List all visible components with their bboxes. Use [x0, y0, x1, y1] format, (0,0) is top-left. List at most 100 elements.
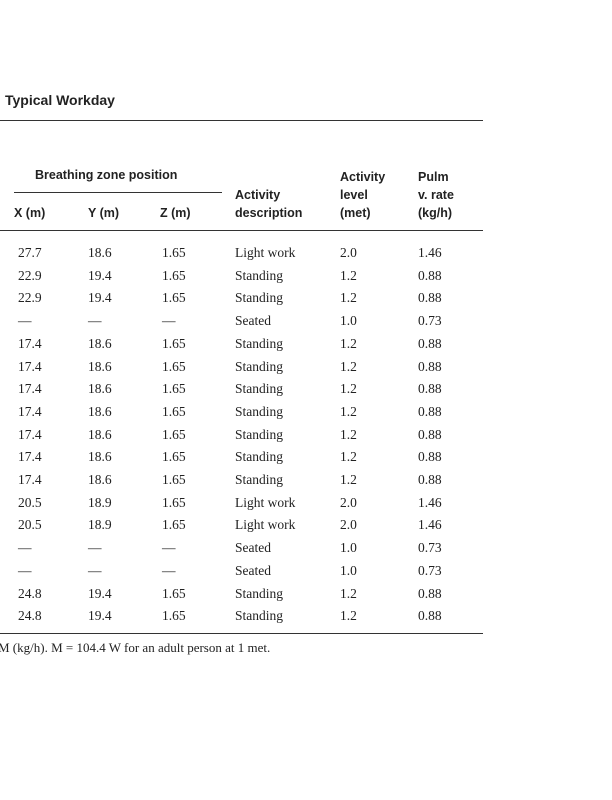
cell: 17.4: [18, 472, 42, 487]
cell: Seated: [235, 562, 271, 578]
cell: 1.65: [162, 608, 186, 624]
cell: 1.2: [340, 290, 357, 306]
cell: 1.65: [162, 267, 186, 283]
column-header: Activity: [340, 170, 386, 184]
cell: 0.88: [418, 290, 442, 306]
cell: 19.4: [88, 608, 112, 624]
cell: Standing: [235, 472, 284, 487]
cell: 0.73: [418, 562, 442, 578]
cell: 1.46: [418, 245, 442, 260]
cell: Standing: [235, 267, 284, 283]
footnote: M (kg/h). M = 104.4 W for an adult perso…: [0, 640, 271, 655]
cell: Light work: [235, 494, 296, 510]
cell: 0.88: [418, 608, 442, 624]
cell: 22.9: [18, 290, 42, 306]
cell: 1.65: [162, 403, 186, 419]
rule: [14, 192, 222, 193]
cell: —: [162, 313, 176, 329]
column-header: description: [235, 206, 303, 220]
cell: Light work: [235, 517, 296, 533]
cell: 1.2: [340, 608, 357, 624]
cell: 18.6: [88, 449, 112, 465]
cell: 1.65: [162, 472, 186, 487]
cell: 22.9: [18, 267, 42, 283]
cell: 17.4: [18, 426, 42, 442]
cell: 19.4: [88, 267, 112, 283]
cell: —: [162, 562, 176, 578]
cell: 19.4: [88, 290, 112, 306]
cell: 1.2: [340, 403, 357, 419]
cell: 0.88: [418, 472, 442, 487]
cell: 0.88: [418, 585, 442, 601]
cell: Standing: [235, 403, 284, 419]
cell: Seated: [235, 313, 271, 329]
cell: 17.4: [18, 403, 42, 419]
cell: 0.88: [418, 426, 442, 442]
cell: 18.6: [88, 403, 112, 419]
cell: 1.65: [162, 585, 186, 601]
cell: 1.2: [340, 472, 357, 487]
cell: 1.2: [340, 267, 357, 283]
cell: 1.2: [340, 449, 357, 465]
cell: Standing: [235, 426, 284, 442]
cell: Standing: [235, 381, 284, 397]
cell: 1.2: [340, 335, 357, 351]
cell: 2.0: [340, 517, 357, 533]
cell: 1.2: [340, 426, 357, 442]
cell: 1.46: [418, 494, 442, 510]
column-header: Z (m): [160, 206, 191, 220]
cell: Standing: [235, 585, 284, 601]
cell: Standing: [235, 449, 284, 465]
cell: 17.4: [18, 381, 42, 397]
cell: 18.9: [88, 517, 112, 533]
column-header: Activity: [235, 188, 281, 202]
cell: 1.46: [418, 517, 442, 533]
rule: [0, 230, 483, 231]
column-header: v. rate: [418, 188, 454, 202]
cell: 1.65: [162, 426, 186, 442]
cell: Light work: [235, 245, 296, 260]
cell: 1.0: [340, 562, 357, 578]
cell: 0.88: [418, 449, 442, 465]
cell: 2.0: [340, 245, 357, 260]
cell: 0.88: [418, 358, 442, 374]
cell: 18.6: [88, 381, 112, 397]
cell: 18.6: [88, 245, 112, 260]
rule: [0, 120, 483, 121]
cell: 1.0: [340, 540, 357, 556]
column-header: Pulm: [418, 170, 449, 184]
title: Typical Workday: [5, 92, 115, 108]
cell: 24.8: [18, 585, 42, 601]
cell: 18.6: [88, 426, 112, 442]
cell: 1.2: [340, 358, 357, 374]
column-header: (kg/h): [418, 206, 453, 220]
cell: Standing: [235, 358, 284, 374]
cell: 27.7: [18, 245, 42, 260]
cell: —: [88, 562, 102, 578]
group-header: Breathing zone position: [35, 168, 178, 182]
cell: 17.4: [18, 449, 42, 465]
cell: 19.4: [88, 585, 112, 601]
cell: 1.65: [162, 494, 186, 510]
cell: 1.2: [340, 585, 357, 601]
column-header: X (m): [14, 206, 46, 220]
cell: 18.9: [88, 494, 112, 510]
column-header: Y (m): [88, 206, 120, 220]
column-header: level: [340, 188, 368, 202]
cell: 0.88: [418, 267, 442, 283]
cell: 1.0: [340, 313, 357, 329]
cell: 1.65: [162, 517, 186, 533]
cell: —: [18, 313, 32, 329]
cell: 20.5: [18, 517, 42, 533]
cell: 0.73: [418, 540, 442, 556]
cell: —: [88, 313, 102, 329]
cell: Standing: [235, 335, 284, 351]
cell: Standing: [235, 290, 284, 306]
cell: 0.88: [418, 335, 442, 351]
cell: 18.6: [88, 358, 112, 374]
cell: Seated: [235, 540, 271, 556]
cell: —: [18, 540, 32, 556]
cell: 0.88: [418, 381, 442, 397]
cell: 17.4: [18, 358, 42, 374]
